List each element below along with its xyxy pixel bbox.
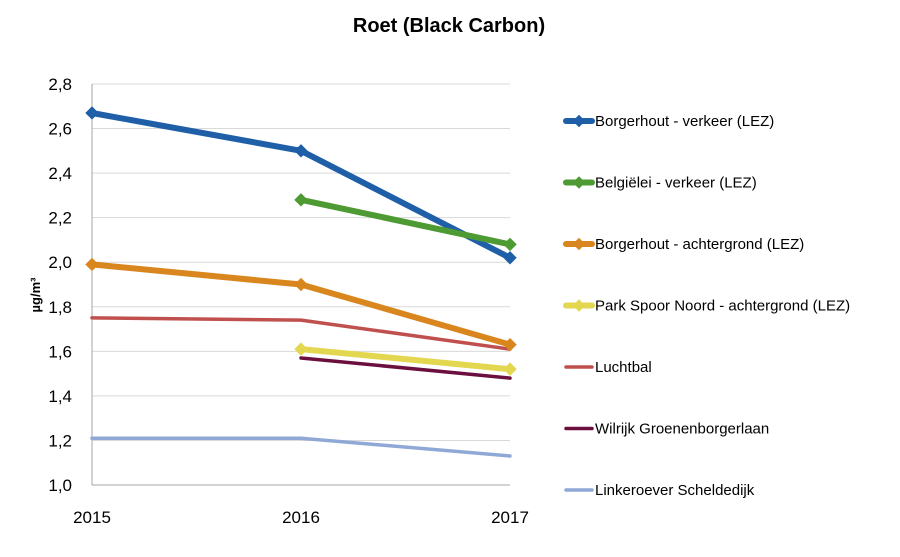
legend-item: Borgerhout - verkeer (LEZ) [563, 113, 774, 130]
legend-item: Park Spoor Noord - achtergrond (LEZ) [563, 298, 850, 315]
y-tick-label: 2,6 [48, 120, 72, 139]
legend-item: Wilrijk Groenenborgerlaan [564, 421, 769, 438]
data-point-marker [85, 257, 99, 272]
series-line [298, 196, 513, 248]
data-point-marker [572, 176, 586, 189]
series-0 [85, 106, 517, 265]
series-1 [294, 193, 517, 252]
data-point-marker [294, 193, 308, 207]
data-point-marker [503, 362, 517, 376]
y-axis-label: µg/m³ [28, 277, 43, 313]
chart-title: Roet (Black Carbon) [353, 15, 545, 37]
legend-item: Luchtbal [564, 359, 652, 376]
y-tick-label: 2,8 [48, 75, 72, 94]
legend-item: Belgiëlei - verkeer (LEZ) [563, 175, 757, 192]
data-point-marker [294, 342, 308, 356]
legend-item: Linkeroever Scheldedijk [564, 482, 755, 499]
series-4 [90, 316, 512, 351]
series-5 [299, 356, 512, 380]
x-tick-label: 2017 [491, 508, 529, 527]
legend-label: Borgerhout - achtergrond (LEZ) [595, 236, 804, 253]
y-tick-label: 2,0 [48, 253, 72, 272]
y-tick-label: 1,8 [48, 298, 72, 317]
legend-label: Wilrijk Groenenborgerlaan [595, 421, 769, 438]
series-2 [85, 257, 517, 352]
data-point-marker [294, 277, 308, 292]
y-tick-label: 1,2 [48, 431, 72, 450]
series-line [89, 261, 513, 348]
legend-label: Belgiëlei - verkeer (LEZ) [595, 175, 757, 192]
y-tick-label: 1,0 [48, 476, 72, 495]
series-line [90, 316, 512, 351]
data-point-marker [572, 299, 586, 312]
legend-label: Linkeroever Scheldedijk [595, 482, 755, 499]
y-tick-label: 1,4 [48, 387, 72, 406]
series-3 [294, 342, 517, 376]
x-tick-label: 2016 [282, 508, 320, 527]
series-lines [85, 106, 517, 458]
data-point-marker [572, 114, 586, 128]
legend-label: Borgerhout - verkeer (LEZ) [595, 113, 774, 130]
data-point-marker [294, 144, 308, 158]
legend: Borgerhout - verkeer (LEZ) Belgiëlei - ve… [563, 113, 850, 499]
series-line [89, 110, 513, 261]
data-point-marker [503, 237, 517, 252]
legend-label: Luchtbal [595, 359, 652, 376]
y-tick-label: 2,2 [48, 209, 72, 228]
x-tick-label: 2015 [73, 508, 111, 527]
legend-item: Borgerhout - achtergrond (LEZ) [563, 236, 804, 253]
y-tick-label: 2,4 [48, 164, 72, 183]
axes: 1,0 1,2 1,4 1,6 1,8 2,0 2,2 2,4 2,6 2,8 2015 2016 20… [48, 75, 529, 527]
y-tick-label: 1,6 [48, 342, 72, 361]
data-point-marker [503, 251, 517, 265]
gridlines [92, 83, 510, 486]
series-line [90, 436, 512, 458]
data-point-marker [503, 337, 517, 352]
data-point-marker [85, 106, 99, 120]
series-line [298, 346, 513, 373]
legend-label: Park Spoor Noord - achtergrond (LEZ) [595, 298, 850, 315]
data-point-marker [572, 237, 586, 251]
series-6 [90, 436, 512, 458]
series-line [299, 356, 512, 380]
